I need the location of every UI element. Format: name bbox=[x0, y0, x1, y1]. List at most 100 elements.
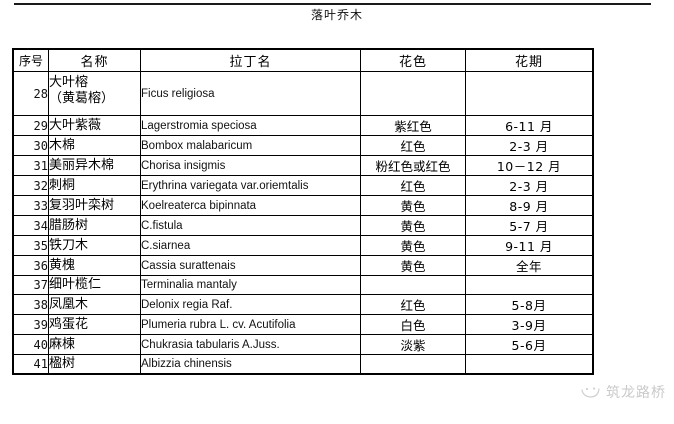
cell-color: 黄色 bbox=[360, 195, 466, 216]
column-header-bloom: 花期 bbox=[465, 49, 593, 72]
cell-bloom: 8-9 月 bbox=[465, 195, 593, 216]
cell-no: 39 bbox=[13, 314, 49, 335]
cell-latin: Albizzia chinensis bbox=[140, 354, 361, 374]
cell-latin: Lagerstromia speciosa bbox=[140, 115, 361, 136]
table-row: 36 黄槐 Cassia surattenais 黄色 全年 bbox=[13, 255, 593, 276]
cell-bloom: 10－12 月 bbox=[465, 155, 593, 176]
cell-color: 红色 bbox=[360, 135, 466, 156]
cell-name: 铁刀木 bbox=[48, 235, 141, 256]
column-header-color: 花色 bbox=[360, 49, 466, 72]
cell-no: 31 bbox=[13, 155, 49, 176]
cell-latin: Ficus religiosa bbox=[140, 71, 361, 116]
cell-name: 细叶榄仁 bbox=[48, 275, 141, 295]
cell-no: 41 bbox=[13, 354, 49, 374]
table-row: 40 麻楝 Chukrasia tabularis A.Juss. 淡紫 5-6月 bbox=[13, 334, 593, 355]
cell-bloom: 全年 bbox=[465, 255, 593, 276]
cell-name: 木棉 bbox=[48, 135, 141, 156]
cell-name: 刺桐 bbox=[48, 175, 141, 196]
smiley-face-icon bbox=[581, 385, 601, 399]
cell-bloom bbox=[465, 354, 593, 374]
cell-color: 白色 bbox=[360, 314, 466, 335]
cell-latin: Plumeria rubra L. cv. Acutifolia bbox=[140, 314, 361, 335]
table-row: 32 刺桐 Erythrina variegata var.oriemtalis 红色… bbox=[13, 175, 593, 196]
table-row: 34 腊肠树 C.fistula 黄色 5-7 月 bbox=[13, 215, 593, 236]
cell-latin: Erythrina variegata var.oriemtalis bbox=[140, 175, 361, 196]
cell-bloom: 2-3 月 bbox=[465, 175, 593, 196]
cell-latin: Chukrasia tabularis A.Juss. bbox=[140, 334, 361, 355]
cell-latin: Terminalia mantaly bbox=[140, 275, 361, 295]
cell-color: 红色 bbox=[360, 175, 466, 196]
cell-color: 紫红色 bbox=[360, 115, 466, 136]
cell-name: 黄槐 bbox=[48, 255, 141, 276]
header-rule bbox=[14, 3, 651, 5]
table-row: 39 鸡蛋花 Plumeria rubra L. cv. Acutifolia 白色 3… bbox=[13, 314, 593, 335]
table-body: 28 大叶榕 （黄葛榕） Ficus religiosa 29 大叶紫薇 Lagerstr… bbox=[13, 71, 593, 374]
cell-no: 40 bbox=[13, 334, 49, 355]
column-header-no: 序号 bbox=[13, 49, 49, 72]
table-row: 38 凤凰木 Delonix regia Raf. 红色 5-8月 bbox=[13, 294, 593, 315]
cell-color bbox=[360, 71, 466, 116]
table-header-row: 序号 名称 拉丁名 花色 花期 bbox=[13, 49, 593, 72]
cell-bloom bbox=[465, 71, 593, 116]
cell-bloom: 5-7 月 bbox=[465, 215, 593, 236]
table-header: 序号 名称 拉丁名 花色 花期 bbox=[13, 49, 593, 72]
cell-color: 黄色 bbox=[360, 215, 466, 236]
cell-no: 35 bbox=[13, 235, 49, 256]
cell-bloom: 5-6月 bbox=[465, 334, 593, 355]
column-header-name: 名称 bbox=[48, 49, 141, 72]
cell-name: 复羽叶栾树 bbox=[48, 195, 141, 216]
cell-color: 粉红色或红色 bbox=[360, 155, 466, 176]
cell-name: 麻楝 bbox=[48, 334, 141, 355]
cell-no: 28 bbox=[13, 71, 49, 116]
cell-name: 凤凰木 bbox=[48, 294, 141, 315]
cell-latin: Chorisa insigmis bbox=[140, 155, 361, 176]
table-row: 37 细叶榄仁 Terminalia mantaly bbox=[13, 275, 593, 295]
table-row: 30 木棉 Bombox malabaricum 红色 2-3 月 bbox=[13, 135, 593, 156]
watermark: 筑龙路桥 bbox=[581, 382, 666, 402]
cell-bloom bbox=[465, 275, 593, 295]
cell-latin: Bombox malabaricum bbox=[140, 135, 361, 156]
cell-bloom: 3-9月 bbox=[465, 314, 593, 335]
cell-name: 腊肠树 bbox=[48, 215, 141, 236]
table-row: 29 大叶紫薇 Lagerstromia speciosa 紫红色 6-11 月 bbox=[13, 115, 593, 136]
table-row: 28 大叶榕 （黄葛榕） Ficus religiosa bbox=[13, 71, 593, 116]
cell-bloom: 2-3 月 bbox=[465, 135, 593, 156]
cell-name: 鸡蛋花 bbox=[48, 314, 141, 335]
cell-bloom: 5-8月 bbox=[465, 294, 593, 315]
watermark-label: 筑龙路桥 bbox=[606, 385, 666, 401]
cell-color bbox=[360, 354, 466, 374]
cell-no: 33 bbox=[13, 195, 49, 216]
cell-name: 大叶榕 （黄葛榕） bbox=[48, 71, 141, 116]
column-header-latin: 拉丁名 bbox=[140, 49, 361, 72]
cell-name: 楹树 bbox=[48, 354, 141, 374]
cell-latin: Koelreaterca bipinnata bbox=[140, 195, 361, 216]
table-row: 33 复羽叶栾树 Koelreaterca bipinnata 黄色 8-9 月 bbox=[13, 195, 593, 216]
cell-latin: C.fistula bbox=[140, 215, 361, 236]
cell-color: 黄色 bbox=[360, 255, 466, 276]
cell-no: 34 bbox=[13, 215, 49, 236]
cell-bloom: 9-11 月 bbox=[465, 235, 593, 256]
cell-no: 29 bbox=[13, 115, 49, 136]
cell-no: 32 bbox=[13, 175, 49, 196]
species-table: 序号 名称 拉丁名 花色 花期 28 大叶榕 （黄葛榕） Ficus religio… bbox=[12, 48, 594, 375]
cell-color bbox=[360, 275, 466, 295]
species-table-container: 序号 名称 拉丁名 花色 花期 28 大叶榕 （黄葛榕） Ficus religio… bbox=[12, 48, 594, 375]
cell-color: 淡紫 bbox=[360, 334, 466, 355]
table-row: 35 铁刀木 C.siarnea 黄色 9-11 月 bbox=[13, 235, 593, 256]
cell-color: 黄色 bbox=[360, 235, 466, 256]
cell-no: 38 bbox=[13, 294, 49, 315]
cell-no: 30 bbox=[13, 135, 49, 156]
cell-name: 美丽异木棉 bbox=[48, 155, 141, 176]
table-row: 41 楹树 Albizzia chinensis bbox=[13, 354, 593, 374]
cell-no: 37 bbox=[13, 275, 49, 295]
page-title: 落叶乔木 bbox=[310, 8, 363, 22]
cell-latin: C.siarnea bbox=[140, 235, 361, 256]
table-row: 31 美丽异木棉 Chorisa insigmis 粉红色或红色 10－12 月 bbox=[13, 155, 593, 176]
cell-name: 大叶紫薇 bbox=[48, 115, 141, 136]
cell-no: 36 bbox=[13, 255, 49, 276]
cell-latin: Delonix regia Raf. bbox=[140, 294, 361, 315]
cell-color: 红色 bbox=[360, 294, 466, 315]
cell-bloom: 6-11 月 bbox=[465, 115, 593, 136]
cell-latin: Cassia surattenais bbox=[140, 255, 361, 276]
